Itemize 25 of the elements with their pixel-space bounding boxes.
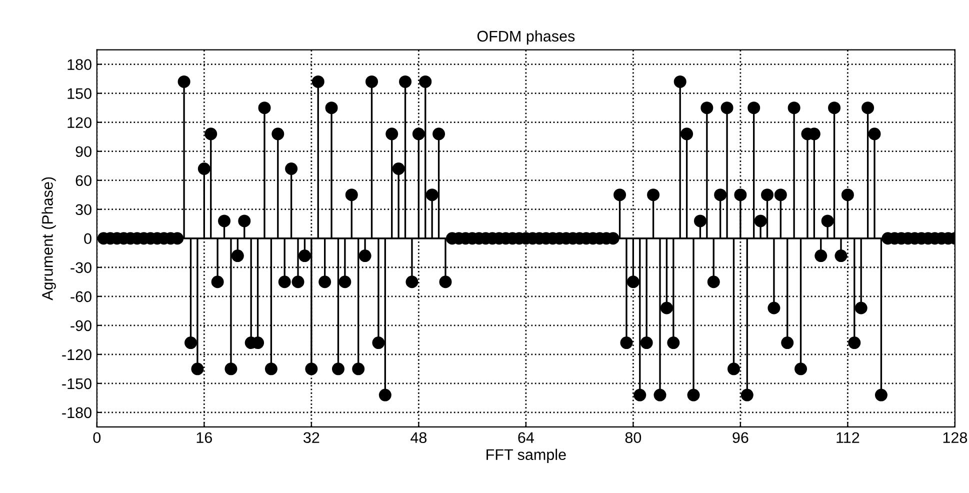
- y-tick-label: 0: [84, 233, 92, 244]
- x-tick-label: 64: [518, 432, 534, 444]
- y-tick-label: 90: [76, 146, 92, 158]
- y-tick-label: -150: [62, 378, 92, 390]
- y-tick-label: -120: [62, 349, 92, 360]
- y-tick-label: 60: [76, 175, 92, 186]
- x-axis-title: FFT sample: [486, 448, 566, 464]
- y-axis-title: Agrument (Phase): [42, 177, 56, 300]
- x-tick-label: 48: [410, 432, 426, 444]
- x-tick-label: 112: [836, 432, 860, 443]
- y-tick-label: -180: [62, 407, 92, 418]
- chart-title: OFDM phases: [477, 30, 575, 45]
- x-tick-label: 80: [625, 432, 642, 444]
- y-tick-label: 30: [76, 204, 92, 216]
- x-tick-label: 16: [196, 432, 212, 444]
- x-tick-label: 32: [304, 432, 320, 444]
- y-tick-label: 180: [68, 59, 92, 70]
- x-tick-label: 128: [943, 432, 968, 444]
- y-tick-label: -30: [70, 262, 92, 274]
- y-tick-label: 120: [68, 117, 92, 128]
- y-tick-label: -60: [70, 291, 92, 302]
- y-tick-label: 150: [68, 88, 92, 99]
- x-tick-label: 0: [93, 432, 101, 444]
- x-tick-label: 96: [732, 432, 748, 444]
- y-tick-label: -90: [70, 320, 92, 332]
